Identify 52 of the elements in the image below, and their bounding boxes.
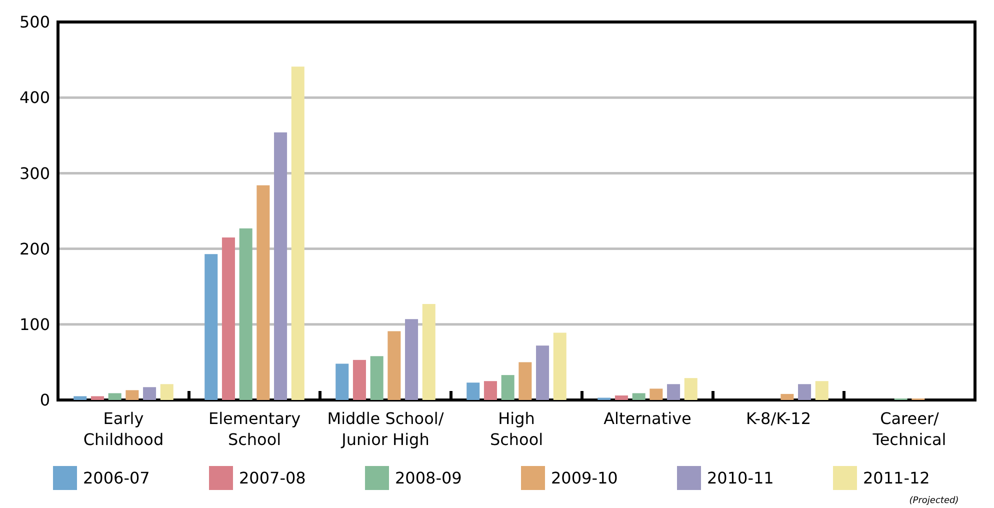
y-tick-label: 300 (19, 164, 50, 183)
x-tick-label: Middle School/ Junior High (327, 409, 444, 449)
bar (667, 384, 680, 400)
y-tick-label: 500 (19, 12, 50, 32)
bar (536, 346, 550, 400)
bar (291, 66, 304, 400)
bar (422, 304, 436, 400)
text: (Projected) (909, 496, 959, 506)
bar (222, 237, 235, 400)
bar (388, 331, 401, 400)
bar (126, 390, 139, 400)
bar (370, 356, 384, 400)
bar (204, 254, 218, 400)
bar (352, 360, 366, 400)
bar (405, 319, 418, 400)
bar (274, 132, 288, 400)
x-tick-label: High School (490, 409, 544, 449)
bar (553, 332, 566, 400)
bar (336, 364, 349, 400)
bar (108, 393, 122, 400)
legend-label: 2010-11 (707, 468, 774, 488)
y-tick-label: 400 (19, 88, 50, 108)
bar (650, 388, 663, 400)
bar (815, 381, 828, 400)
bar (684, 378, 698, 400)
bar (501, 375, 514, 400)
bar (256, 185, 270, 400)
y-tick-label: 100 (19, 315, 50, 334)
bar (143, 387, 156, 400)
bar (780, 394, 794, 400)
x-tick-label: Early Childhood (83, 409, 164, 449)
x-tick-label: Elementary School (208, 409, 301, 449)
legend-label: 2009-10 (551, 468, 618, 488)
bar (484, 381, 497, 400)
legend-label: 2006-07 (83, 468, 150, 488)
bar (798, 384, 812, 400)
y-tick-label: 200 (19, 239, 50, 258)
bar (90, 396, 104, 400)
y-tick-label: 0 (40, 390, 50, 410)
x-tick-label: Career/ Technical (872, 409, 946, 449)
bar (614, 395, 628, 400)
bar (466, 382, 480, 400)
bar (632, 393, 646, 400)
x-tick-label: Alternative (604, 409, 692, 428)
bar (160, 384, 174, 400)
legend-label: 2007-08 (239, 468, 306, 488)
bar (239, 228, 252, 400)
legend-label: 2011-12 (863, 468, 930, 488)
x-tick-label: K-8/K-12 (746, 409, 812, 428)
legend-label: 2008-09 (395, 468, 462, 488)
bar (518, 362, 532, 400)
bar (74, 396, 87, 400)
